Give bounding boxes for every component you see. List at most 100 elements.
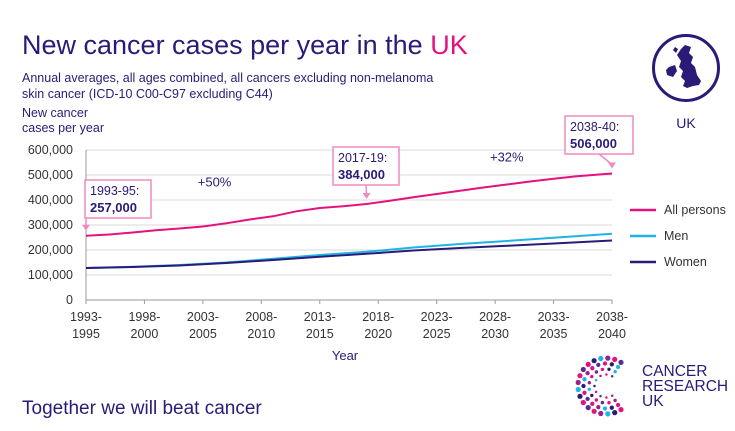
logo-dot [605,411,611,417]
x-tick-label: 2003- [187,310,219,324]
title-main: New cancer cases per year in the [22,30,431,60]
callout-arrow [362,193,371,199]
logo-dot [594,390,598,394]
logo-dot [580,399,586,406]
logo-dot [605,355,611,361]
logo-dot [605,396,608,399]
logo-dot [590,401,595,406]
x-tick-label: 2008- [245,310,277,324]
logo-dot [593,384,596,388]
logo-dot [600,367,605,372]
logo-dot [613,398,617,403]
title-highlight: UK [430,30,468,60]
y-tick-label: 0 [66,293,73,307]
logo-dot [577,373,583,379]
logo-dot [599,374,602,378]
x-tick-label: 2040 [598,327,626,341]
logo-dot [575,386,581,393]
logo-dot [591,408,597,414]
callout-box [332,146,400,186]
x-tick-label: 1998- [128,310,160,324]
x-tick-label: 2005 [189,327,217,341]
callout-value: 506,000 [570,136,617,151]
logo-dot [618,359,624,365]
logo-dot [612,356,618,362]
logo-dot [613,369,617,374]
logo-dot [580,366,586,373]
y-tick-label: 300,000 [28,218,73,232]
logo-dot [587,381,591,385]
page-title: New cancer cases per year in the UK [22,30,468,61]
logo-dot [585,361,591,367]
x-tick-label: 2025 [423,327,451,341]
cruk-wordmark: CANCER RESEARCH UK [642,364,729,410]
uk-label: UK [676,115,696,131]
logo-dot [587,387,591,391]
legend-label: Men [664,229,688,243]
series-line-all-persons [85,172,613,237]
logo-dot [577,393,583,399]
x-tick-label: 1995 [72,327,100,341]
callout-period: 2017-19: [338,151,387,165]
change-label: +32% [490,150,524,165]
logo-dot [618,407,624,413]
logo-dot [582,377,587,382]
cruk-word-3: UK [642,393,664,410]
x-tick-label: 2013- [304,310,336,324]
x-axis-label: Year [332,348,359,363]
logo-dot [585,370,590,376]
logo-dot [605,373,608,376]
logo-dot [598,410,604,417]
cruk-word-2: RESEARCH [642,378,729,395]
logo-dot [582,390,587,395]
page-subtitle: Annual averages, all ages combined, all … [22,71,434,101]
logo-dot [602,361,608,366]
x-tick-label: 2015 [306,327,334,341]
logo-dot [590,374,594,379]
callout-arrow [82,224,90,231]
logo-dot [607,401,611,405]
logo-dot [594,370,599,374]
x-tick-label: 2033- [538,310,570,324]
callout-period: 1993-95: [90,184,139,198]
x-tick-label: 2010 [247,327,275,341]
logo-dot [594,398,599,402]
callout-value: 384,000 [338,167,385,182]
callout-arrow [608,162,616,169]
logo-dot [599,394,602,398]
cruk-dot-logo-icon [575,355,624,417]
x-tick-label: 2028- [479,310,511,324]
y-tick-label: 400,000 [28,193,73,207]
logo-dot [612,410,618,416]
series-line-men [85,232,613,269]
y-tick-label: 200,000 [28,243,73,257]
tagline: Together we will beat cancer [22,398,262,419]
y-tick-label: 500,000 [28,168,73,182]
x-tick-label: 2000 [131,327,159,341]
logo-dot [594,378,598,382]
x-tick-label: 2023- [421,310,453,324]
legend-label: All persons [664,203,726,217]
logo-dot [615,402,621,408]
change-label: +50% [198,175,232,190]
logo-dot [575,379,581,386]
series-line-women [85,239,613,269]
logo-dot [610,394,614,397]
logo-dot [590,366,595,371]
uk-map-icon [666,45,701,88]
logo-dot [591,358,597,364]
logo-dot [590,393,594,398]
uk-badge [652,34,720,102]
logo-dot [610,375,614,378]
logo-dot [585,405,591,411]
logo-dot [615,364,621,370]
logo-dot [600,400,605,405]
x-tick-label: 2020 [364,327,392,341]
y-axis-label: cases per year [22,121,104,135]
logo-dot [609,362,614,367]
x-tick-label: 2018- [362,310,394,324]
logo-dot [598,355,604,362]
logo-dot [581,383,586,389]
logo-dot [609,405,614,410]
